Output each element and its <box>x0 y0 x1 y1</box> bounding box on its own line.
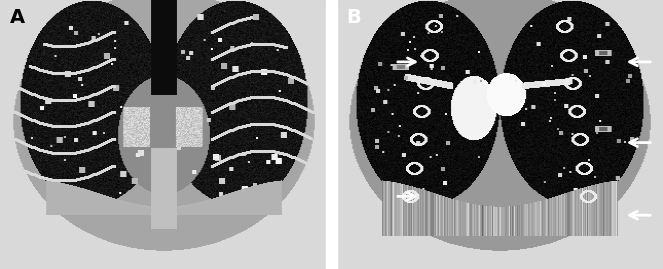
Text: A: A <box>10 8 25 27</box>
Text: B: B <box>346 8 361 27</box>
